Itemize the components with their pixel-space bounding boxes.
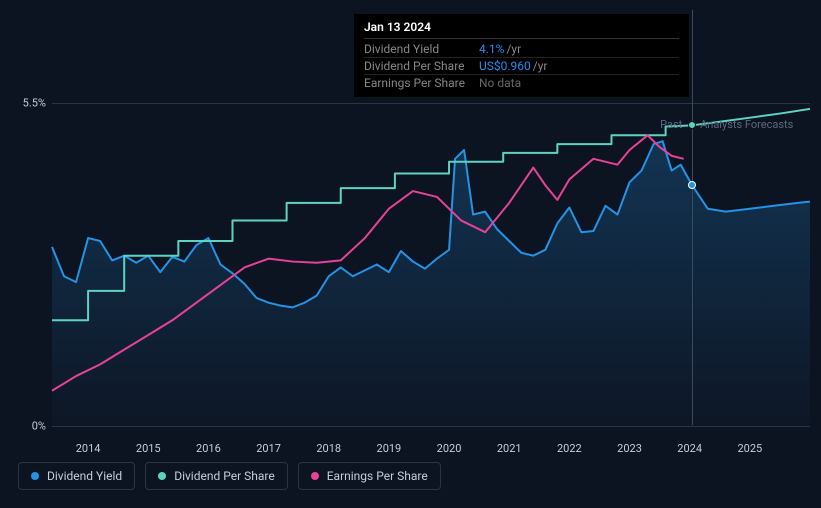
x-axis-label: 2020 <box>437 442 462 455</box>
legend: Dividend Yield Dividend Per Share Earnings… <box>18 462 441 490</box>
cursor-line <box>692 10 693 425</box>
forecast-label: Analysts Forecasts <box>700 118 793 131</box>
y-axis-label: 0% <box>32 420 46 433</box>
legend-item-earnings_per_share[interactable]: Earnings Per Share <box>298 462 441 490</box>
x-axis-label: 2025 <box>737 442 762 455</box>
x-axis-label: 2019 <box>377 442 402 455</box>
x-axis-label: 2024 <box>677 442 702 455</box>
x-axis-label: 2014 <box>76 442 101 455</box>
x-axis-label: 2015 <box>136 442 161 455</box>
y-axis-label: 5.5% <box>23 97 46 110</box>
chart-tooltip: Jan 13 2024Dividend Yield4.1% /yrDividen… <box>354 14 689 97</box>
tooltip-date: Jan 13 2024 <box>364 20 679 39</box>
tooltip-row-value: US$0.960 <box>479 59 531 73</box>
legend-item-label: Dividend Yield <box>47 469 122 483</box>
tooltip-row: Dividend Yield4.1% /yr <box>364 41 679 58</box>
legend-dot-icon <box>158 472 166 480</box>
legend-item-label: Dividend Per Share <box>174 469 275 483</box>
past-marker-dot <box>688 121 696 129</box>
x-axis-label: 2023 <box>617 442 642 455</box>
x-axis-label: 2017 <box>256 442 281 455</box>
legend-item-label: Earnings Per Share <box>327 469 428 483</box>
tooltip-row-unit: /yr <box>506 42 521 56</box>
legend-item-dividend_per_share[interactable]: Dividend Per Share <box>145 462 288 490</box>
x-axis-label: 2016 <box>196 442 221 455</box>
series-fill-dividend_yield <box>52 141 810 426</box>
legend-dot-icon <box>311 472 319 480</box>
cursor-dot <box>688 181 696 189</box>
past-label: Past <box>660 118 682 131</box>
tooltip-row: Dividend Per ShareUS$0.960 /yr <box>364 58 679 75</box>
legend-dot-icon <box>31 472 39 480</box>
tooltip-row-value: 4.1% <box>479 42 504 56</box>
x-axis-label: 2021 <box>497 442 522 455</box>
tooltip-nodata: No data <box>479 76 521 90</box>
x-axis-label: 2022 <box>557 442 582 455</box>
tooltip-row-label: Dividend Per Share <box>364 59 479 73</box>
tooltip-row: Earnings Per ShareNo data <box>364 75 679 91</box>
legend-item-dividend_yield[interactable]: Dividend Yield <box>18 462 135 490</box>
tooltip-row-unit: /yr <box>533 59 548 73</box>
tooltip-row-label: Earnings Per Share <box>364 76 479 90</box>
tooltip-row-label: Dividend Yield <box>364 42 479 56</box>
x-axis-label: 2018 <box>316 442 341 455</box>
